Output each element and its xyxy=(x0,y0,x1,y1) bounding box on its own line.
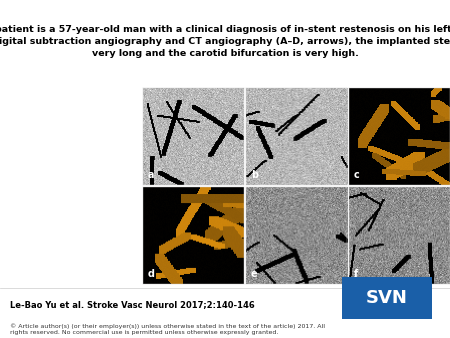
Text: SVN: SVN xyxy=(366,289,408,307)
Text: e: e xyxy=(251,269,258,279)
Text: a: a xyxy=(148,170,154,180)
Text: d: d xyxy=(148,269,155,279)
Text: f: f xyxy=(354,269,358,279)
Text: Le-Bao Yu et al. Stroke Vasc Neurol 2017;2:140-146: Le-Bao Yu et al. Stroke Vasc Neurol 2017… xyxy=(10,299,255,309)
Text: © Article author(s) (or their employer(s)) unless otherwise stated in the text o: © Article author(s) (or their employer(s… xyxy=(10,323,325,335)
Text: c: c xyxy=(354,170,360,180)
Text: The patient is a 57-year-old man with a clinical diagnosis of in-stent restenosi: The patient is a 57-year-old man with a … xyxy=(0,25,450,57)
Text: b: b xyxy=(251,170,258,180)
